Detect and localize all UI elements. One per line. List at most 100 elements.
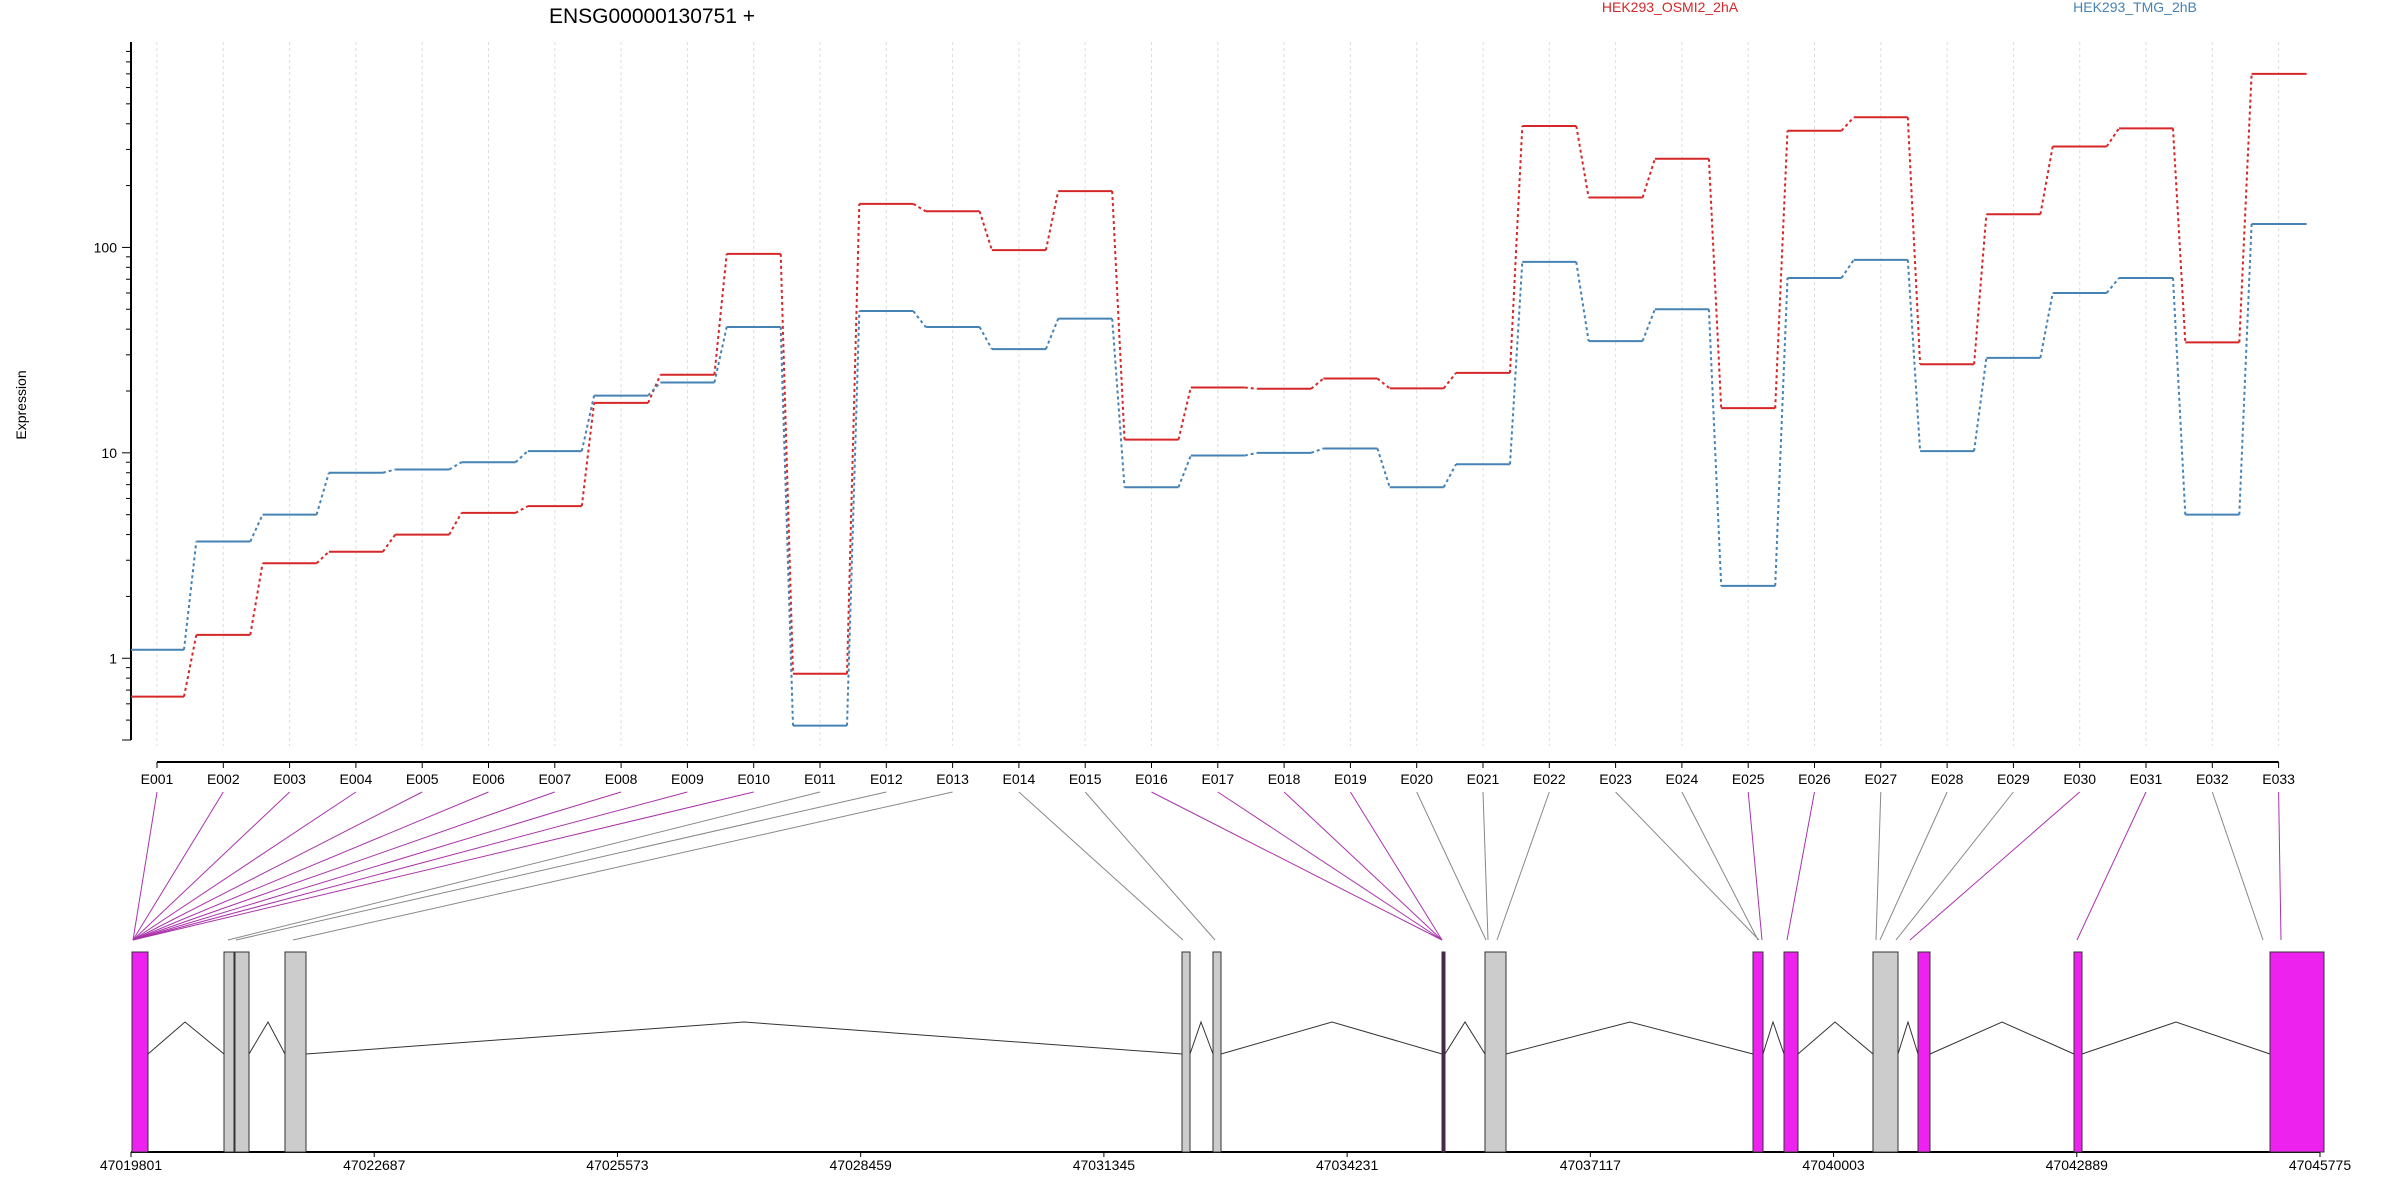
exon-connector <box>235 791 887 941</box>
x-tick-label: E008 <box>605 771 638 787</box>
intron-line <box>1897 1020 1919 1055</box>
exon-block <box>223 951 235 1153</box>
series-connector <box>1177 387 1192 440</box>
series-connector <box>1044 190 1060 251</box>
x-tick-label: E011 <box>804 771 836 787</box>
x-tick-label: E010 <box>737 771 770 787</box>
intron-line <box>1220 1021 1443 1055</box>
exon-connector <box>132 791 290 941</box>
y-axis-label: Expression <box>13 370 29 439</box>
legend-series-1: HEK293_OSMI2_2hA <box>1602 0 1739 15</box>
series-connector <box>2172 277 2187 515</box>
series-connector <box>2105 277 2120 294</box>
x-tick-label: E026 <box>1798 771 1831 787</box>
series-connector <box>315 472 330 515</box>
series-connector <box>183 541 198 650</box>
x-tick-label: E009 <box>671 771 704 787</box>
grid-lines <box>156 42 2280 746</box>
series-connector <box>647 374 662 404</box>
series-connector <box>912 310 927 328</box>
x-tick-label: E022 <box>1533 771 1566 787</box>
series-connector <box>382 533 397 553</box>
exon-connector <box>1747 791 1763 941</box>
exon-connector <box>132 791 357 941</box>
series-connector <box>1575 125 1590 198</box>
series-connector <box>1840 259 1855 279</box>
x-tick-label: E016 <box>1135 771 1168 787</box>
series-connector <box>2039 292 2054 359</box>
genome-coordinate-label: 47025573 <box>586 1157 649 1173</box>
x-tick-label: E005 <box>406 771 439 787</box>
series-connector <box>2238 223 2253 515</box>
x-tick-label: E025 <box>1732 771 1765 787</box>
x-tick-label: E003 <box>273 771 306 787</box>
x-tick-label: E015 <box>1069 771 1102 787</box>
genome-coordinate-label: 47028459 <box>830 1157 893 1173</box>
y-tick-label: 10 <box>101 445 117 461</box>
exon-connector <box>1681 791 1759 941</box>
series-connector <box>2039 146 2054 215</box>
x-tick-label: E019 <box>1334 771 1367 787</box>
genome-coordinate-label: 47022687 <box>343 1157 406 1173</box>
exon-connector <box>1349 791 1443 941</box>
exon-block <box>1441 951 1446 1153</box>
exon-connector <box>2211 791 2264 941</box>
intron-line <box>1929 1021 2075 1055</box>
x-tick-label: E031 <box>2130 771 2163 787</box>
series-connector <box>978 326 993 350</box>
series-connector <box>1111 191 1126 440</box>
exon-block <box>1872 951 1899 1153</box>
genome-coordinate-label: 47037117 <box>1560 1157 1621 1173</box>
x-tick-label: E033 <box>2262 771 2295 787</box>
genome-coordinate-label: 47045775 <box>2289 1157 2352 1173</box>
x-tick-label: E017 <box>1201 771 1234 787</box>
series-connector <box>448 512 463 536</box>
exon-connector <box>132 791 555 941</box>
exon-connector <box>2076 791 2147 941</box>
x-tick-label: E002 <box>207 771 240 787</box>
exon-connector <box>132 791 423 941</box>
exon-connector <box>1151 791 1443 941</box>
x-tick-label: E027 <box>1864 771 1897 787</box>
series-connector <box>1376 448 1391 488</box>
series-connector <box>1906 259 1922 452</box>
series-connector <box>1376 377 1391 390</box>
series-connector <box>1509 261 1524 465</box>
exon-connector <box>1018 791 1184 941</box>
series-connector <box>1774 277 1789 586</box>
intron-line <box>1762 1020 1785 1055</box>
series-connector <box>1707 309 1723 586</box>
legend-series-2: HEK293_TMG_2hB <box>2073 0 2197 15</box>
x-tick-label: E021 <box>1467 771 1500 787</box>
exon-block <box>1484 951 1507 1153</box>
exon-connector <box>1217 791 1443 941</box>
series-connector <box>1244 451 1258 457</box>
x-tick-label: E014 <box>1003 771 1036 787</box>
intron-line <box>1444 1021 1486 1055</box>
exon-block-highlight <box>1917 951 1931 1153</box>
exon-connector <box>1283 791 1443 941</box>
exon-connector <box>132 791 489 941</box>
series-connector <box>1044 318 1060 350</box>
series-connector <box>448 461 463 471</box>
exon-connector <box>132 791 622 941</box>
series-connector <box>1906 117 1922 365</box>
series-connector <box>846 203 861 674</box>
x-tick-label: E018 <box>1268 771 1301 787</box>
series-connector <box>249 514 264 542</box>
series-connector <box>249 563 264 636</box>
exon-connector <box>132 791 224 941</box>
genome-coordinate-label: 47019801 <box>100 1157 163 1173</box>
genome-coordinate-label: 47040003 <box>1802 1157 1865 1173</box>
exon-block <box>234 951 250 1153</box>
exon-connector <box>1786 791 1815 941</box>
tick-labels: 1 10 100 E001 E002 E003 E004 E005 E006 E007 E008 E0… <box>94 239 2352 1173</box>
exon-connectors <box>132 791 2282 941</box>
series-connector <box>514 450 529 463</box>
series-connector <box>382 468 396 474</box>
genome-coordinate-label: 47034231 <box>1316 1157 1379 1173</box>
x-tick-label: E007 <box>538 771 571 787</box>
x-tick-label: E004 <box>340 771 373 787</box>
intron-line <box>1797 1021 1874 1055</box>
series-connector <box>1973 214 1988 365</box>
